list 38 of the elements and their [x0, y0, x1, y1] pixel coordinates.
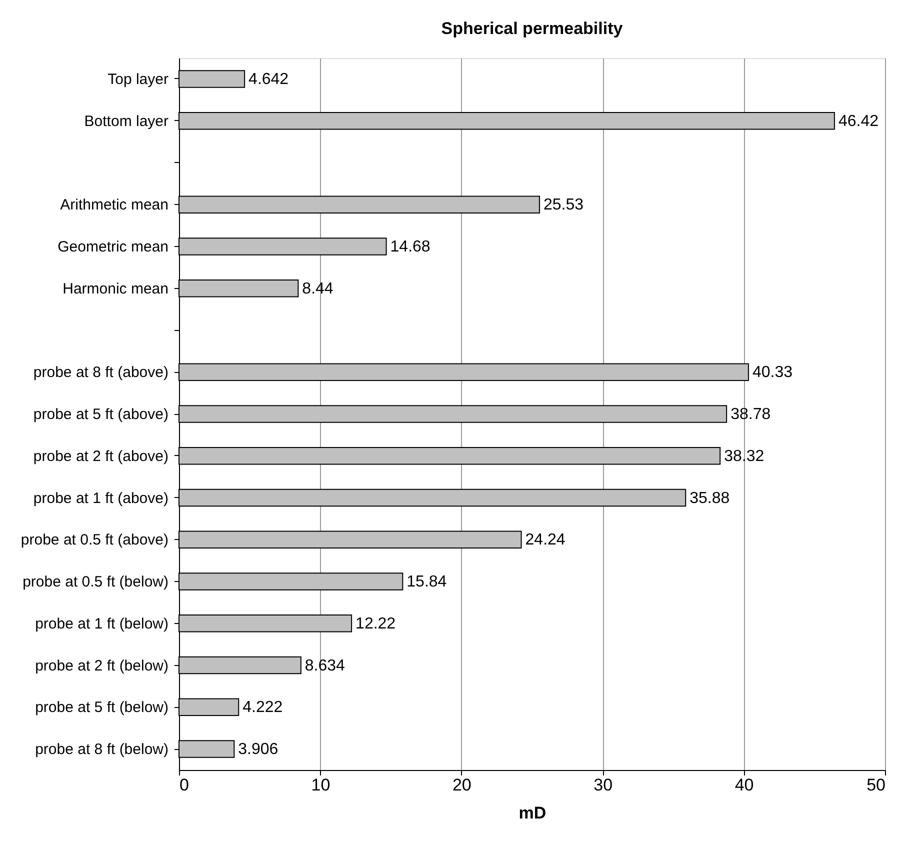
y-tick-label: probe at 0.5 ft (above)	[20, 532, 168, 549]
y-tick-label: Harmonic mean	[62, 280, 168, 298]
y-tick-label: probe at 0.5 ft (below)	[22, 574, 168, 591]
data-label: 15.84	[406, 574, 447, 591]
y-tick-label: Top layer	[108, 70, 168, 88]
data-label: 8.634	[304, 657, 346, 674]
y-tick-label: Geometric mean	[58, 238, 168, 256]
y-tick-label: probe at 2 ft (above)	[33, 448, 168, 465]
data-label: 4.222	[242, 699, 283, 716]
data-label: 4.642	[248, 70, 289, 88]
data-label: 3.906	[238, 741, 278, 758]
x-tick-label: 30	[594, 776, 613, 794]
chart-title: Spherical permeability	[441, 19, 624, 38]
data-label: 38.32	[724, 448, 764, 465]
y-tick-label: probe at 1 ft (below)	[35, 615, 168, 632]
data-label: 12.22	[356, 615, 396, 632]
y-tick-label: probe at 1 ft (above)	[33, 490, 168, 507]
x-tick-label: 40	[734, 776, 754, 794]
x-tick-label: 0	[180, 776, 189, 794]
data-label: 25.53	[543, 196, 584, 214]
y-tick-label: probe at 8 ft (below)	[35, 741, 168, 758]
data-label: 14.68	[390, 238, 430, 256]
x-tick-label: 10	[311, 776, 330, 794]
data-label: 24.24	[525, 532, 566, 549]
y-tick-label: probe at 5 ft (below)	[35, 699, 168, 716]
x-tick-label: 20	[452, 776, 472, 794]
data-label: 38.78	[730, 406, 771, 423]
y-tick-label: probe at 2 ft (below)	[35, 657, 168, 674]
y-tick-label: Bottom layer	[84, 112, 168, 130]
data-label: 40.33	[752, 364, 793, 382]
data-label: 35.88	[690, 490, 730, 507]
x-axis-title: mD	[518, 804, 546, 822]
x-tick-label: 50	[866, 776, 886, 794]
y-tick-label: probe at 8 ft (above)	[33, 364, 168, 382]
y-tick-label: probe at 5 ft (above)	[33, 406, 168, 423]
data-label: 46.42	[838, 112, 879, 130]
y-tick-label: Arithmetic mean	[60, 196, 168, 214]
data-label: 8.44	[302, 280, 334, 298]
